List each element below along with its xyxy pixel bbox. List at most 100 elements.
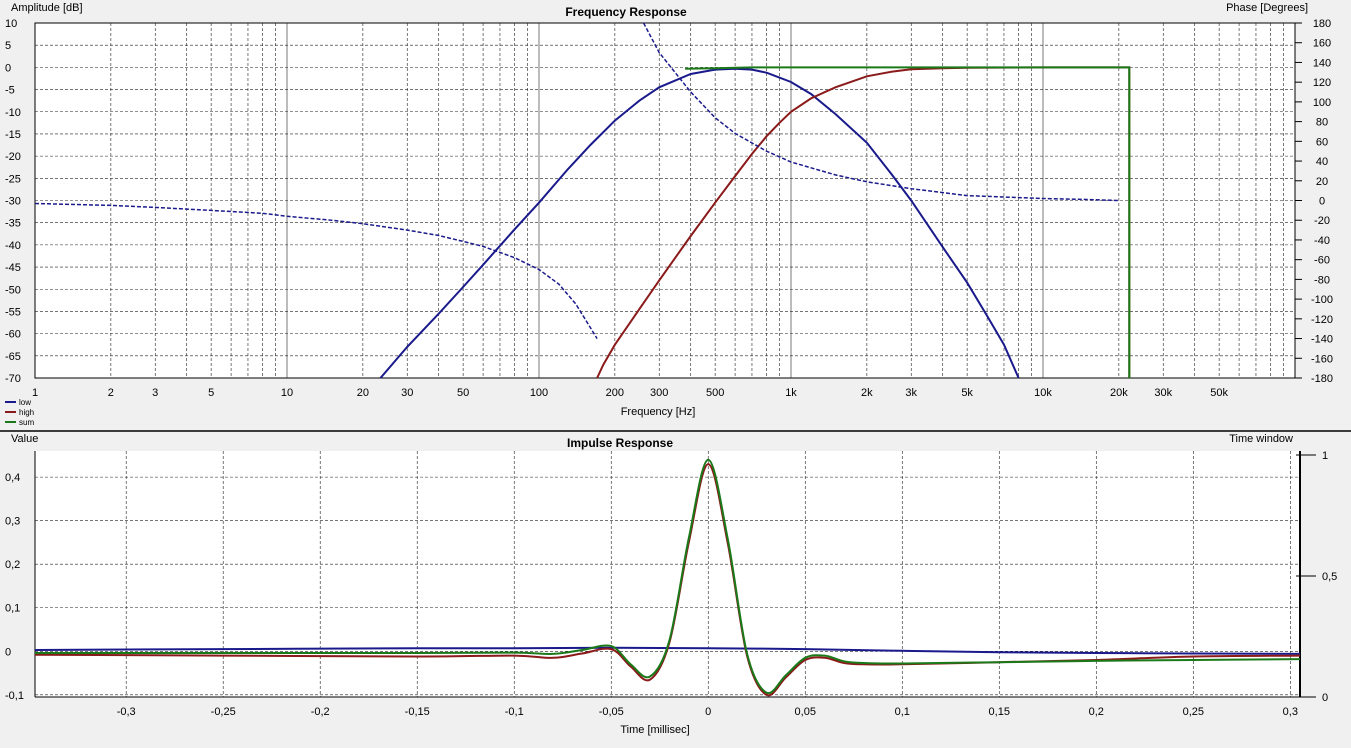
x-tick-label: 0,1 (895, 706, 910, 718)
legend-label-sum: sum (19, 418, 34, 427)
y2-tick-label: -100 (1311, 294, 1333, 306)
y2-tick-label: 20 (1316, 176, 1328, 188)
y2-tick-label: 140 (1313, 57, 1331, 69)
impulse-series-low (34, 646, 1301, 655)
x-tick-label: -0,15 (405, 706, 430, 718)
x-tick-label: 2 (108, 387, 114, 399)
x-tick-label: 10 (281, 387, 293, 399)
y2-tick-label: 60 (1316, 136, 1328, 148)
x-tick-label: 30k (1154, 387, 1172, 399)
amplitude-y-ticks: 10 5 0 -5 -10 -15 -20 -25 -30 -35 -40 -45 -50 -55 -60 -… (5, 18, 21, 385)
y2-tick-label: 1 (1322, 450, 1328, 462)
x-tick-label: 2k (861, 387, 873, 399)
y-tick-label: -50 (5, 284, 21, 296)
frequency-series (34, 22, 1131, 379)
time-axis-label: Time [millisec] (620, 724, 689, 736)
y2-tick-label: 100 (1313, 97, 1331, 109)
y2-tick-label: -140 (1311, 334, 1333, 346)
series-sum-amplitude (685, 66, 1131, 378)
y2-tick-label: 0 (1319, 196, 1325, 208)
y2-tick-label: -180 (1311, 373, 1333, 385)
frequency-chart-title: Frequency Response (565, 5, 687, 19)
x-tick-label: 20k (1110, 387, 1128, 399)
value-y-ticks: 0,4 0,3 0,2 0,1 0 -0,1 (5, 472, 24, 702)
y-tick-label: 10 (5, 18, 17, 30)
x-tick-label: 30 (401, 387, 413, 399)
y-tick-label: 0,3 (5, 516, 20, 528)
legend-label-low: low (19, 398, 31, 407)
time-x-ticks: -0,3 -0,25 -0,2 -0,15 -0,1 -0,05 0 0,05 0,1 0,15 0… (117, 706, 1298, 718)
y2-tick-label: 40 (1316, 156, 1328, 168)
y2-tick-label: 180 (1313, 18, 1331, 30)
x-tick-label: 0,15 (989, 706, 1010, 718)
y2-tick-label: 120 (1313, 77, 1331, 89)
frequency-axis-label: Frequency [Hz] (621, 406, 696, 418)
series-high-phase (642, 22, 1119, 202)
impulse-chart-title: Impulse Response (567, 436, 673, 450)
x-tick-label: 0 (705, 706, 711, 718)
amplitude-axis-label: Amplitude [dB] (11, 2, 83, 14)
y2-tick-label: -160 (1311, 353, 1333, 365)
y-tick-label: -45 (5, 262, 21, 274)
y-tick-label: 0 (5, 646, 11, 658)
x-tick-label: 3k (905, 387, 917, 399)
y-tick-label: -30 (5, 196, 21, 208)
x-tick-label: 0,25 (1183, 706, 1204, 718)
y-tick-label: 0,2 (5, 559, 20, 571)
x-tick-label: 10k (1034, 387, 1052, 399)
x-tick-label: 50 (457, 387, 469, 399)
y2-tick-label: 0 (1322, 692, 1328, 704)
legend-label-high: high (19, 408, 34, 417)
x-tick-label: 0,05 (795, 706, 816, 718)
x-tick-label: 5k (961, 387, 973, 399)
y-tick-label: -15 (5, 129, 21, 141)
impulse-response-chart: -0,3 -0,25 -0,2 -0,15 -0,1 -0,05 0 0,05 0,1 0,15 0… (5, 433, 1337, 736)
y2-tick-label: 80 (1316, 117, 1328, 129)
y-tick-label: -20 (5, 151, 21, 163)
x-tick-label: 50k (1210, 387, 1228, 399)
time-window-y2-ticks: 10,50 (1296, 450, 1337, 704)
x-tick-label: 5 (208, 387, 214, 399)
x-tick-label: 200 (606, 387, 624, 399)
frequency-grid (35, 23, 1295, 378)
x-tick-label: -0,05 (599, 706, 624, 718)
x-tick-label: 0,2 (1089, 706, 1104, 718)
y-tick-label: 0,4 (5, 472, 20, 484)
y-tick-label: -25 (5, 173, 21, 185)
x-tick-label: -0,1 (505, 706, 524, 718)
value-axis-label: Value (11, 433, 38, 445)
impulse-series-sum (35, 458, 1301, 695)
y-tick-label: -10 (5, 107, 21, 119)
time-window-axis-label: Time window (1229, 433, 1293, 445)
y-tick-label: -35 (5, 218, 21, 230)
y-tick-label: 5 (5, 40, 11, 52)
y2-tick-label: -20 (1314, 215, 1330, 227)
series-low-amplitude (379, 67, 1020, 379)
x-tick-label: 300 (650, 387, 668, 399)
frequency-x-ticks: 1 2 3 5 10 20 30 50 100 200 300 500 1k 2k 3k 5k 10k 20k 30… (32, 387, 1229, 399)
x-tick-label: -0,25 (211, 706, 236, 718)
x-tick-label: 500 (706, 387, 724, 399)
y-tick-label: -0,1 (5, 690, 24, 702)
y2-tick-label: -60 (1314, 255, 1330, 267)
y2-tick-label: 0,5 (1322, 571, 1337, 583)
x-tick-label: 20 (357, 387, 369, 399)
y-tick-label: 0 (5, 62, 11, 74)
y-tick-label: -70 (5, 373, 21, 385)
series-low-phase (34, 202, 598, 339)
y-tick-label: -65 (5, 351, 21, 363)
y2-tick-label: -80 (1314, 274, 1330, 286)
y2-tick-label: -40 (1314, 235, 1330, 247)
x-tick-label: 0,3 (1283, 706, 1298, 718)
x-tick-label: 100 (530, 387, 548, 399)
impulse-series (34, 458, 1301, 697)
y-tick-label: -40 (5, 240, 21, 252)
phase-y2-ticks: 180 160 140 120 100 80 60 40 20 0 -20 -40 -60 -80 -100… (1295, 18, 1333, 385)
y-tick-label: -5 (5, 85, 15, 97)
y-tick-label: 0,1 (5, 603, 20, 615)
frequency-response-chart: 1 2 3 5 10 20 30 50 100 200 300 500 1k 2k 3k 5k 10k 20k 30… (5, 2, 1333, 427)
y2-tick-label: -120 (1311, 314, 1333, 326)
x-tick-label: 3 (152, 387, 158, 399)
